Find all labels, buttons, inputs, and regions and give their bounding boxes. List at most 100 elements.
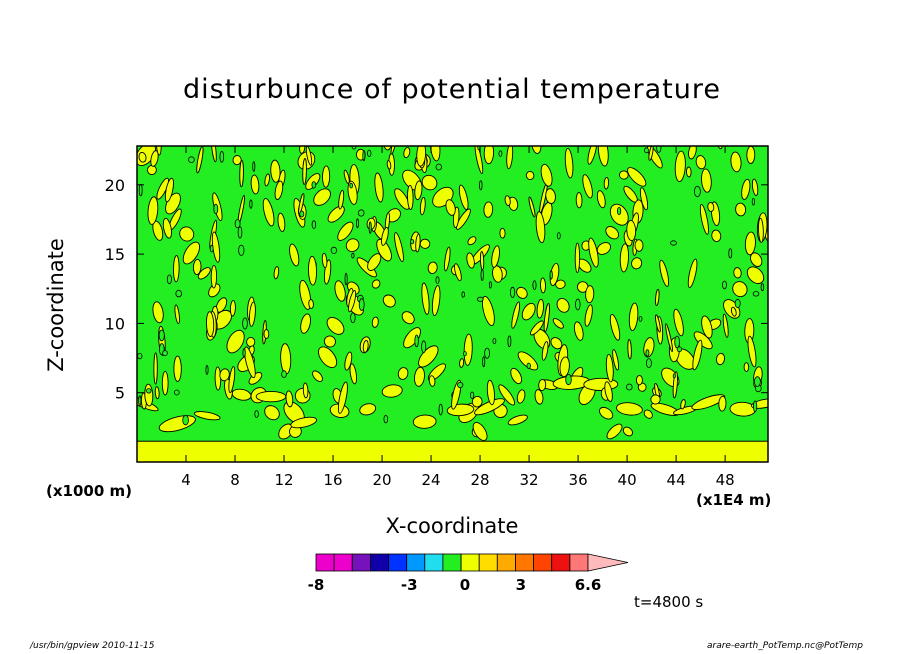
contour-patch bbox=[605, 226, 620, 240]
contour-patch bbox=[153, 352, 158, 385]
contour-patch bbox=[481, 295, 495, 327]
contour-hole bbox=[299, 210, 305, 218]
contour-patch bbox=[687, 258, 698, 289]
contour-hole bbox=[349, 182, 354, 189]
contour-hole bbox=[162, 350, 168, 357]
contour-patch bbox=[229, 300, 236, 317]
contour-hole bbox=[484, 347, 491, 359]
contour-patch bbox=[597, 146, 609, 167]
contour-hole bbox=[565, 373, 572, 386]
contour-hole bbox=[549, 270, 553, 280]
colorbar-tick-label: -3 bbox=[401, 576, 418, 594]
contour-patch bbox=[381, 384, 403, 398]
contour-patch bbox=[327, 205, 345, 223]
contour-hole bbox=[281, 370, 287, 378]
colorbar-cell bbox=[369, 553, 389, 572]
colorbar: -8 -3 0 3 6.6 bbox=[308, 553, 629, 594]
contour-patch bbox=[174, 304, 180, 324]
contour-patch bbox=[517, 351, 539, 371]
colorbar-tick-label: 3 bbox=[516, 576, 526, 594]
contour-patch bbox=[498, 384, 515, 406]
x-tick-label: 4 bbox=[181, 471, 191, 489]
contour-patch bbox=[244, 346, 256, 379]
x-tick-label: 28 bbox=[471, 471, 490, 489]
contour-patch bbox=[545, 188, 556, 205]
colorbar-tick-label: -8 bbox=[308, 576, 325, 594]
contour-hole bbox=[138, 183, 143, 197]
contour-patch bbox=[192, 258, 202, 276]
contour-patch bbox=[239, 159, 244, 188]
contour-hole bbox=[556, 232, 561, 240]
contour-patch bbox=[688, 146, 697, 160]
colorbar-cell bbox=[496, 553, 516, 572]
x-axis-unit: (x1E4 m) bbox=[696, 491, 772, 509]
contour-hole bbox=[166, 274, 172, 285]
contour-patch bbox=[431, 285, 441, 317]
contour-patch bbox=[273, 266, 280, 280]
contour-patch bbox=[599, 406, 614, 420]
contour-patch bbox=[459, 358, 465, 368]
contour-patch bbox=[445, 199, 456, 216]
contour-patch bbox=[300, 313, 311, 334]
contour-hole bbox=[414, 334, 419, 348]
contour-hole bbox=[646, 358, 652, 369]
contour-hole bbox=[242, 348, 246, 358]
contour-patch bbox=[534, 389, 544, 405]
contour-patch bbox=[744, 231, 756, 256]
contour-patch bbox=[173, 255, 180, 283]
y-axis: 5 10 15 20 bbox=[105, 176, 768, 403]
contour-patch bbox=[735, 202, 747, 217]
contour-patch bbox=[371, 316, 379, 328]
contour-patch bbox=[381, 226, 389, 246]
contour-patch bbox=[313, 188, 331, 206]
contour-hole bbox=[351, 146, 357, 150]
contour-patch bbox=[263, 329, 270, 339]
contour-patch bbox=[627, 167, 647, 187]
x-tick-label: 8 bbox=[230, 471, 240, 489]
contour-hole bbox=[760, 283, 765, 292]
x-tick-label: 12 bbox=[274, 471, 293, 489]
contour-hole bbox=[188, 156, 195, 164]
contour-patch bbox=[540, 163, 553, 187]
contour-patch bbox=[747, 335, 757, 368]
contour-patch bbox=[210, 264, 218, 289]
contour-patch bbox=[179, 226, 195, 242]
contour-hole bbox=[213, 203, 219, 215]
contour-patch bbox=[556, 298, 570, 313]
contour-patch bbox=[531, 146, 542, 154]
contour-patch bbox=[674, 150, 686, 183]
contour-patch bbox=[733, 267, 742, 279]
x-tick-label: 20 bbox=[373, 471, 392, 489]
colorbar-cell bbox=[315, 553, 335, 572]
contour-patch bbox=[173, 355, 182, 382]
contour-patch bbox=[619, 243, 630, 273]
contour-patch bbox=[182, 241, 201, 265]
contour-patch bbox=[299, 146, 306, 154]
contour-patch bbox=[639, 187, 649, 211]
contour-patch bbox=[308, 299, 314, 309]
contour-patch bbox=[596, 242, 612, 255]
contour-patch bbox=[627, 339, 632, 360]
contour-patch bbox=[504, 195, 511, 207]
contour-patch bbox=[162, 218, 172, 239]
contour-patch bbox=[751, 178, 759, 196]
contour-patch bbox=[277, 212, 286, 232]
contour-patch bbox=[612, 349, 620, 371]
contour-patch bbox=[414, 366, 425, 387]
contour-patch bbox=[528, 196, 536, 218]
colorbar-cell bbox=[351, 553, 371, 572]
x-tick-label: 24 bbox=[422, 471, 441, 489]
contour-patch bbox=[362, 339, 369, 353]
contour-patch bbox=[530, 320, 544, 336]
contour-patch bbox=[834, 142, 859, 170]
chart-title: disturbunce of potential temperature bbox=[183, 74, 721, 105]
contour-patch bbox=[466, 252, 475, 269]
contour-patch bbox=[264, 173, 270, 187]
contour-patch bbox=[606, 423, 623, 440]
contour-patch bbox=[270, 159, 281, 183]
contour-patch bbox=[228, 366, 236, 394]
contour-patch bbox=[573, 321, 584, 341]
contour-patch bbox=[516, 389, 526, 404]
y-tick-label: 20 bbox=[105, 176, 125, 195]
contour-patch bbox=[193, 411, 221, 421]
